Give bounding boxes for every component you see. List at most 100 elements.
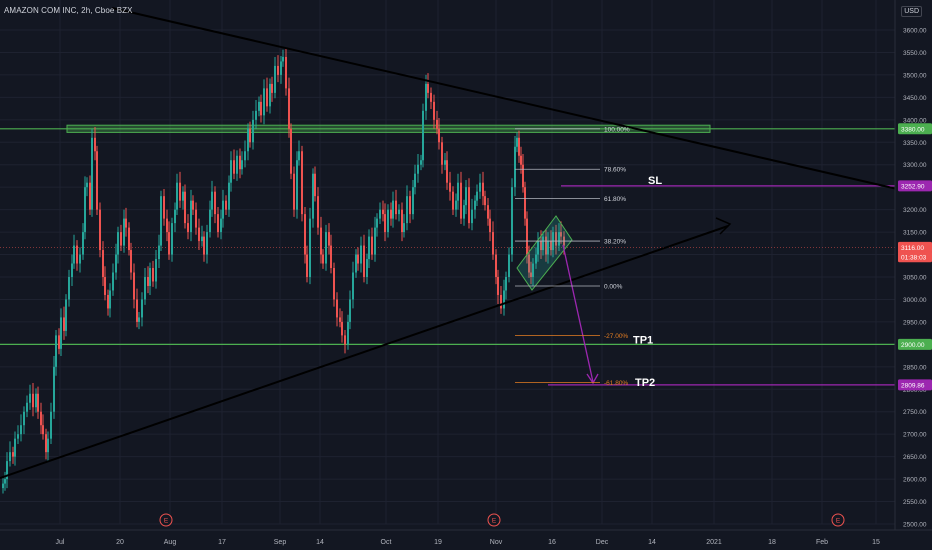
fib-label: 0.00% — [604, 283, 623, 290]
candle-body — [320, 227, 322, 255]
earnings-marker — [487, 513, 501, 527]
earnings-marker-label: E — [836, 518, 841, 525]
candle-body — [187, 223, 189, 233]
price-badge-label: 3380.00 — [901, 126, 925, 133]
candle-body — [438, 128, 440, 143]
candle-body — [514, 146, 516, 188]
price-axis-bg — [895, 0, 932, 550]
candle-body — [492, 232, 494, 255]
candle-body — [312, 173, 314, 219]
candle-body — [401, 209, 403, 233]
candle-body — [520, 155, 522, 165]
candle-body — [500, 294, 502, 309]
candle-body — [487, 205, 489, 219]
zones-layer — [0, 124, 895, 386]
candle-body — [550, 241, 552, 251]
candle-body — [406, 196, 408, 224]
candle-body — [241, 160, 243, 170]
time-tick-label: Aug — [164, 539, 177, 546]
fib-label: 61.80% — [604, 196, 626, 203]
candle-body — [441, 142, 443, 165]
candle-body — [296, 160, 298, 210]
price-axis[interactable]: 3600.00 3550.00 3500.00 3450.00 3400.00 3350.… — [894, 0, 932, 550]
candle-body — [387, 209, 389, 233]
price-badge — [898, 338, 932, 350]
candle-body — [376, 218, 378, 228]
candle-body — [425, 83, 427, 111]
candle-body — [2, 483, 4, 489]
candle-body — [409, 196, 411, 215]
candle-body — [149, 268, 151, 286]
price-tick-label: 2650.00 — [903, 454, 927, 461]
time-tick-label: Dec — [596, 539, 609, 546]
candle-body — [20, 425, 22, 435]
candle-body — [495, 254, 497, 277]
candle-body — [322, 254, 324, 264]
candle-body — [463, 205, 465, 219]
lower-trendline — [0, 225, 729, 479]
candle-body — [511, 187, 513, 255]
candle-body — [179, 182, 181, 201]
candle-body — [125, 218, 127, 228]
candle-body — [55, 335, 57, 367]
time-axis[interactable]: Jul 20 Aug 17 Sep 14 Oct 19 Nov 16 Dec 14 2021 18 Feb 1… — [0, 529, 932, 546]
fib-retracement[interactable]: 100.00% 78.60% 61.80% 38.20% 0.00% -27.00% -61… — [515, 126, 630, 387]
candle-body — [540, 241, 542, 251]
price-tick-label: 3550.00 — [903, 50, 927, 57]
candle-body — [84, 187, 86, 233]
candle-body — [374, 227, 376, 255]
candle-body — [147, 277, 149, 286]
candle-body — [53, 366, 55, 412]
candle-body — [155, 259, 157, 282]
price-tick-label: 3150.00 — [903, 230, 927, 237]
candle-body — [455, 200, 457, 210]
candle-body — [471, 209, 473, 224]
candle-body — [489, 218, 491, 233]
candle-body — [288, 88, 290, 129]
price-tick-label: 3300.00 — [903, 162, 927, 169]
price-tick-label: 3050.00 — [903, 275, 927, 282]
candle-body — [325, 232, 327, 264]
candle-body — [91, 137, 93, 210]
candle-body — [436, 119, 438, 129]
candle-body — [236, 155, 238, 174]
candle-body — [532, 263, 534, 277]
candle-body — [168, 232, 170, 255]
candle-body — [390, 209, 392, 219]
candle-body — [211, 191, 213, 210]
price-badge-label: 3116.00 — [901, 245, 924, 252]
price-badge — [898, 180, 932, 192]
candle-body — [201, 236, 203, 242]
candle-body — [339, 317, 341, 322]
earnings-marker — [159, 513, 173, 527]
candle-body — [395, 200, 397, 215]
price-tick-label: 2550.00 — [903, 499, 927, 506]
candle-body — [330, 245, 332, 269]
bear-flag-channel — [516, 215, 573, 291]
candle-body — [249, 128, 251, 143]
candle-body — [420, 160, 422, 165]
candle-body — [285, 56, 287, 89]
candle-body — [174, 209, 176, 224]
candle-body — [355, 254, 357, 273]
candle-body — [214, 191, 216, 215]
candle-body — [102, 250, 104, 277]
candle-body — [123, 218, 125, 246]
price-badge — [898, 241, 932, 253]
candle-body — [558, 232, 560, 246]
candle-body — [352, 272, 354, 300]
time-tick-label: Oct — [381, 539, 392, 546]
price-tick-label: 3000.00 — [903, 297, 927, 304]
price-badge-label: 2900.00 — [901, 342, 925, 349]
currency-button[interactable]: USD — [901, 6, 922, 17]
candle-body — [290, 128, 292, 174]
candle-body — [160, 196, 162, 246]
candle-body — [503, 290, 505, 309]
time-tick-label: Nov — [490, 539, 503, 546]
candle-body — [309, 218, 311, 277]
annotations-layer: SL TP1 TP2 — [633, 175, 662, 389]
candle-body — [239, 155, 241, 170]
price-tick-label: 2600.00 — [903, 477, 927, 484]
